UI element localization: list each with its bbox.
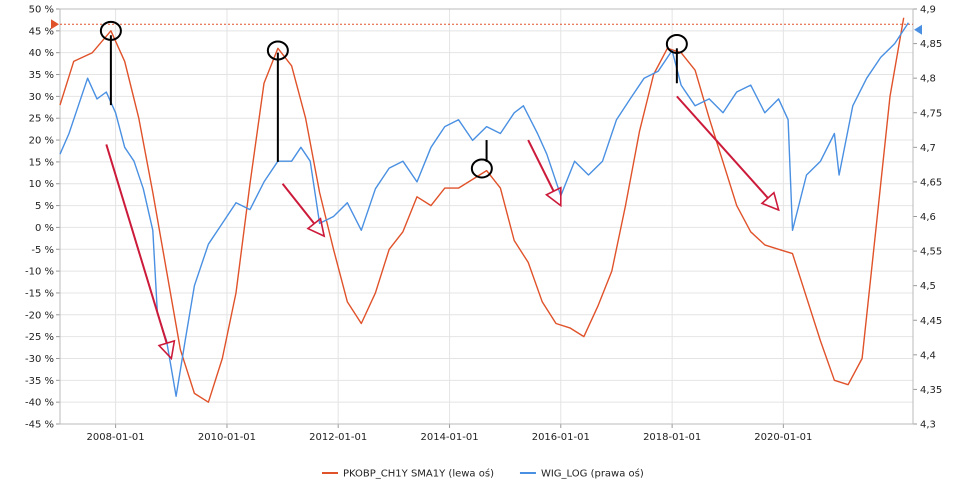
x-tick-label: 2020-01-01 [754,432,812,443]
x-tick-label: 2012-01-01 [309,432,367,443]
plot-frame [59,8,914,425]
right-tick-label: 4,65 [920,177,942,188]
right-tick-label: 4,3 [920,420,936,431]
x-tick-label: 2014-01-01 [420,432,478,443]
left-tick-label: -25 % [25,332,54,343]
left-level-marker [51,19,59,30]
legend-label: PKOBP_CH1Y SMA1Y (lewa oś) [343,468,494,480]
annotation-circle [99,20,122,41]
annotation-arrow-head [157,339,176,361]
left-tick-label: 25 % [29,114,54,125]
x-tick-label: 2018-01-01 [643,432,701,443]
right-tick-label: 4,7 [920,143,936,154]
annotation-arrow-shaft [527,139,555,192]
series-group [59,17,909,403]
left-tick-label: -10 % [25,267,54,278]
annotation-arrow-head [760,191,780,212]
right-tick-label: 4,4 [920,350,936,361]
annotation-arrow-head [306,217,326,238]
annotation-circle [470,158,493,179]
left-tick-label: -20 % [25,310,54,321]
right-tick-label: 4,5 [920,281,936,292]
left-tick-label: -15 % [25,288,54,299]
annotation-arrow-shaft [676,95,769,199]
x-axis: 2008-01-01 2010-01-01 2012-01-01 2014-01-01… [87,424,812,443]
left-tick-label: 40 % [29,48,54,59]
threshold-line [51,19,922,35]
legend-label: WIG_LOG (prawa oś) [541,468,644,480]
series-line-left [59,17,905,403]
x-tick-label: 2016-01-01 [532,432,590,443]
left-tick-label: 15 % [29,157,54,168]
annotation-circle [665,33,688,54]
grid-lines [60,8,913,425]
annotation-arrow-shaft [105,144,168,344]
left-tick-label: -35 % [25,376,54,387]
right-tick-label: 4,55 [920,247,942,258]
annotations [99,20,780,361]
right-axis: 4,9 4,85 4,8 4,75 4,7 4,65 4,6 4,55 4,5 4,45 4,4 4,… [913,5,942,431]
right-tick-label: 4,45 [920,316,942,327]
left-tick-label: 5 % [35,201,54,212]
right-tick-label: 4,35 [920,385,942,396]
annotation-arrow-head [544,186,562,208]
left-tick-label: 30 % [29,92,54,103]
left-tick-label: -30 % [25,354,54,365]
left-axis: 50 % 45 % 40 % 35 % 30 % 25 % 20 % 15 % 10 % 5 % 0… [25,5,60,431]
left-tick-label: -45 % [25,420,54,431]
left-tick-label: 10 % [29,179,54,190]
right-tick-label: 4,9 [920,5,936,16]
series-line-right [59,22,909,397]
left-tick-label: -40 % [25,398,54,409]
annotation-circle [266,40,289,61]
x-tick-label: 2010-01-01 [198,432,256,443]
left-tick-label: 50 % [29,5,54,16]
left-tick-label: -5 % [31,245,54,256]
left-tick-label: 20 % [29,136,54,147]
right-tick-label: 4,6 [920,212,936,223]
left-tick-label: 35 % [29,70,54,81]
right-tick-label: 4,8 [920,74,936,85]
right-level-marker [914,24,922,35]
annotation-arrow-shaft [281,183,316,225]
legend: PKOBP_CH1Y SMA1Y (lewa oś) WIG_LOG (prawa… [322,468,644,480]
right-tick-label: 4,75 [920,108,942,119]
x-tick-label: 2008-01-01 [87,432,145,443]
left-tick-label: 0 % [35,223,54,234]
right-tick-label: 4,85 [920,39,942,50]
left-tick-label: 45 % [29,26,54,37]
